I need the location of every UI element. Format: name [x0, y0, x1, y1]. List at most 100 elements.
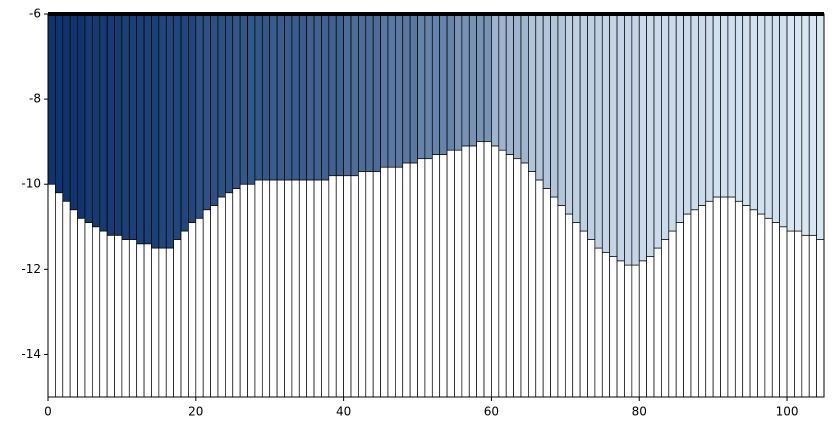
head-cell — [380, 13, 389, 168]
head-cell — [786, 13, 795, 232]
head-cell — [727, 13, 736, 198]
column-cell — [62, 200, 71, 398]
column-cell — [771, 222, 781, 398]
head-cell — [535, 13, 544, 181]
column-cell — [217, 196, 226, 398]
head-cell — [84, 13, 93, 223]
y-tick-label: -6 — [29, 7, 41, 21]
x-tick-label: 80 — [632, 405, 647, 419]
column-cell — [564, 213, 574, 398]
y-tick-label: -10 — [21, 177, 41, 191]
head-cell — [749, 13, 758, 211]
head-cell — [409, 13, 418, 164]
column-cell — [446, 149, 455, 398]
x-tick-label: 100 — [776, 405, 799, 419]
head-cell — [468, 13, 477, 147]
column-cell — [491, 145, 500, 398]
column-cell — [121, 239, 130, 398]
head-cell — [520, 13, 529, 164]
column-cell — [402, 162, 411, 398]
column-cell — [84, 222, 93, 398]
column-cell — [520, 162, 529, 398]
head-cell — [431, 13, 441, 155]
head-cell — [542, 13, 551, 189]
column-cell — [202, 209, 211, 398]
column-cell — [298, 179, 308, 398]
head-cell — [284, 13, 293, 181]
column-cell — [646, 256, 655, 398]
column-cell — [550, 196, 559, 398]
column-cell — [395, 166, 404, 398]
head-cell — [350, 13, 359, 177]
column-cell — [188, 222, 197, 398]
head-cell — [91, 13, 101, 228]
column-cell — [535, 179, 544, 398]
y-tick-label: -12 — [21, 262, 41, 276]
column-cell — [483, 141, 492, 398]
head-cell — [742, 13, 751, 206]
head-cell — [446, 13, 455, 151]
head-cell — [720, 13, 729, 198]
head-cell — [232, 13, 241, 189]
head-cell — [151, 13, 160, 249]
head-cell — [321, 13, 330, 181]
column-cell — [705, 200, 714, 398]
head-cell — [225, 13, 234, 194]
column-cell — [749, 209, 758, 398]
column-cell — [742, 205, 751, 398]
head-cell — [705, 13, 714, 202]
column-cell — [557, 205, 566, 398]
column-cell — [587, 239, 596, 398]
column-cell — [698, 205, 707, 398]
head-cell — [801, 13, 810, 236]
head-cell — [764, 13, 773, 219]
column-cell — [683, 213, 692, 398]
column-cell — [431, 154, 441, 398]
column-cell — [335, 175, 344, 398]
column-cell — [498, 149, 507, 398]
head-cell — [47, 13, 56, 185]
head-cell — [491, 13, 500, 147]
head-cell — [454, 13, 463, 151]
head-cell — [424, 13, 433, 160]
column-cell — [439, 154, 448, 398]
head-cell — [653, 13, 662, 249]
column-cell — [786, 230, 795, 398]
column-cell — [624, 264, 633, 398]
head-cell — [816, 13, 825, 240]
column-cell — [653, 247, 662, 398]
column-cell — [114, 234, 123, 398]
column-cell — [180, 230, 189, 398]
head-cell — [335, 13, 344, 177]
head-cell — [417, 13, 426, 160]
head-cell — [62, 13, 71, 202]
column-cell — [313, 179, 322, 398]
column-cell — [616, 260, 625, 398]
column-cell — [128, 239, 138, 398]
column-cell — [69, 209, 78, 398]
head-cell — [298, 13, 308, 181]
head-cell — [210, 13, 219, 206]
head-cell — [638, 13, 647, 262]
head-cell — [757, 13, 766, 215]
y-tick-label: -14 — [21, 347, 41, 361]
head-cell — [313, 13, 322, 181]
column-cell — [350, 175, 359, 398]
head-cell — [698, 13, 707, 206]
column-cell — [601, 251, 611, 398]
head-cell — [395, 13, 404, 168]
column-cell — [609, 256, 618, 398]
head-cell — [69, 13, 78, 211]
head-cell — [498, 13, 507, 151]
head-cell — [77, 13, 86, 219]
column-cell — [47, 183, 56, 398]
head-cell — [624, 13, 633, 266]
head-cell — [712, 13, 721, 198]
head-cell — [143, 13, 152, 245]
column-cell — [321, 179, 330, 398]
column-cell — [254, 179, 263, 398]
head-cell — [631, 13, 640, 266]
column-cell — [631, 264, 640, 398]
column-cell — [372, 171, 381, 398]
head-cell — [668, 13, 677, 232]
